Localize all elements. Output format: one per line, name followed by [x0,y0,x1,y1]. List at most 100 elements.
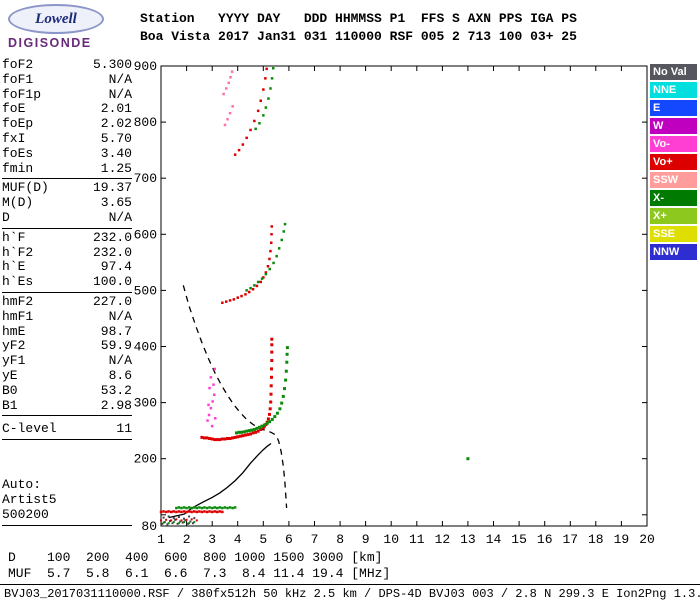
svg-text:7: 7 [311,532,319,547]
svg-text:500: 500 [134,283,157,298]
param-b1: B1 2.98 [2,397,132,414]
param-hmf1: hmF1 N/A [2,308,132,325]
param-hmf2: hmF2 227.0 [2,293,132,310]
legend-noval: No Val [650,64,697,80]
param-foe: foE 2.01 [2,102,132,117]
param-label: foEp [2,116,34,132]
scaled-parameters-panel: foF2 5.300 foF1 N/A foF1p N/A foE 2.01 foEp 2.02 f… [2,57,132,528]
param-md: M(D) 3.65 [2,195,132,211]
param-value: 3.40 [100,145,132,161]
param-d: D N/A [2,209,132,226]
svg-text:80: 80 [141,519,157,534]
param-label: fxI [2,130,26,146]
status-bar: BVJ03_2017031110000.RSF / 380fx512h 50 k… [0,584,700,601]
param-label: Artist5 [2,491,57,507]
param-hes: h`Es 100.0 [2,274,132,290]
param-value: 19.37 [92,180,132,196]
param-group-3: h`F 232.0 h`F2 232.0 h`E 97.4 h`Es 100.0 [2,229,132,293]
svg-text:11: 11 [409,532,425,547]
param-foep: foEp 2.02 [2,116,132,132]
legend-sse: SSE [650,226,697,242]
param-value: 100.0 [92,274,132,290]
param-label: M(D) [2,195,34,211]
param-value: N/A [108,86,132,102]
svg-text:16: 16 [537,532,553,547]
svg-text:9: 9 [362,532,370,547]
legend-x+: X+ [650,208,697,224]
param-value: N/A [108,353,132,369]
logo-oval: Lowell [8,4,104,34]
param-label: hmF2 [2,293,34,309]
param-value: N/A [108,209,132,225]
param-label: 500200 [2,506,49,522]
svg-text:6: 6 [285,532,293,547]
doppler-direction-legend: No Val NNE E W Vo- Vo+ SSW X- X+ SSE NNW [650,64,697,262]
param-value: 232.0 [92,229,132,245]
param-yf1: yF1 N/A [2,353,132,369]
svg-text:8: 8 [336,532,344,547]
param-500200: 500200 [2,506,132,523]
param-label: foE [2,101,26,117]
param-ye: yE 8.6 [2,368,132,384]
param-group-6: Auto: Artist5 500200 [2,477,132,526]
svg-text:15: 15 [511,532,527,547]
svg-text:14: 14 [486,532,502,547]
param-label: h`Es [2,274,34,290]
param-value: 227.0 [92,293,132,309]
svg-text:900: 900 [134,59,157,74]
svg-text:400: 400 [134,340,157,355]
param-clevel: C-level 11 [2,422,132,437]
param-hf: h`F 232.0 [2,229,132,246]
param-value: 3.65 [100,195,132,211]
param-foes: foEs 3.40 [2,145,132,162]
param-value: 1.25 [100,160,132,176]
param-label: foEs [2,145,34,161]
svg-text:800: 800 [134,115,157,130]
svg-text:17: 17 [562,532,578,547]
param-label: h`F [2,229,26,245]
param-hme: hmE 98.7 [2,323,132,340]
svg-text:13: 13 [460,532,476,547]
legend-vo+: Vo+ [650,154,697,170]
dmuf-distance-row: D 100 200 400 600 800 1000 1500 3000 [km… [8,550,383,565]
svg-text:2: 2 [183,532,191,547]
param-group-2: MUF(D) 19.37 M(D) 3.65 D N/A [2,180,132,229]
param-value: 11 [116,421,132,437]
param-value: N/A [108,308,132,324]
param-label: MUF(D) [2,180,49,196]
param-label: fmin [2,160,34,176]
logo-lowell-text: Lowell [35,10,77,27]
legend-nne: NNE [650,82,697,98]
param-fxi: fxI 5.70 [2,130,132,147]
logo-digisonde-text: DIGISONDE [8,36,92,50]
param-label: Auto: [2,477,42,493]
header-column-values: Boa Vista 2017 Jan31 031 110000 RSF 005 … [140,29,577,44]
param-fof1p: foF1p N/A [2,86,132,103]
param-value: 2.98 [100,397,132,413]
param-fmin: fmin 1.25 [2,160,132,177]
svg-text:10: 10 [383,532,399,547]
legend-w: W [650,118,697,134]
param-label: hmE [2,323,26,339]
svg-text:600: 600 [134,227,157,242]
param-group-5: C-level 11 [2,422,132,441]
param-value: 232.0 [92,244,132,260]
param-group-4: hmF2 227.0 hmF1 N/A hmE 98.7 yF2 59.9 yF1 N/A yE 8.… [2,293,132,417]
param-he: h`E 97.4 [2,260,132,275]
param-value: 2.01 [100,101,132,117]
legend-ssw: SSW [650,172,697,188]
svg-text:300: 300 [134,396,157,411]
svg-text:18: 18 [588,532,604,547]
param-value: 2.02 [100,116,132,132]
dmuf-muf-row: MUF 5.7 5.8 6.1 6.6 7.3 8.4 11.4 19.4 [M… [8,566,391,581]
param-label: B0 [2,382,18,398]
param-fof1: foF1 N/A [2,72,132,88]
param-group-1: foF2 5.300 foF1 N/A foF1p N/A foE 2.01 foEp 2.02 f… [2,57,132,180]
station-header: Station YYYY DAY DDD HHMMSS P1 FFS S AXN… [140,10,577,46]
param-value: 5.300 [92,57,132,72]
param-value: 53.2 [100,382,132,398]
param-fof2: foF2 5.300 [2,57,132,73]
param-value: 59.9 [100,338,132,354]
distance-muf-table: D 100 200 400 600 800 1000 1500 3000 [km… [8,550,390,582]
